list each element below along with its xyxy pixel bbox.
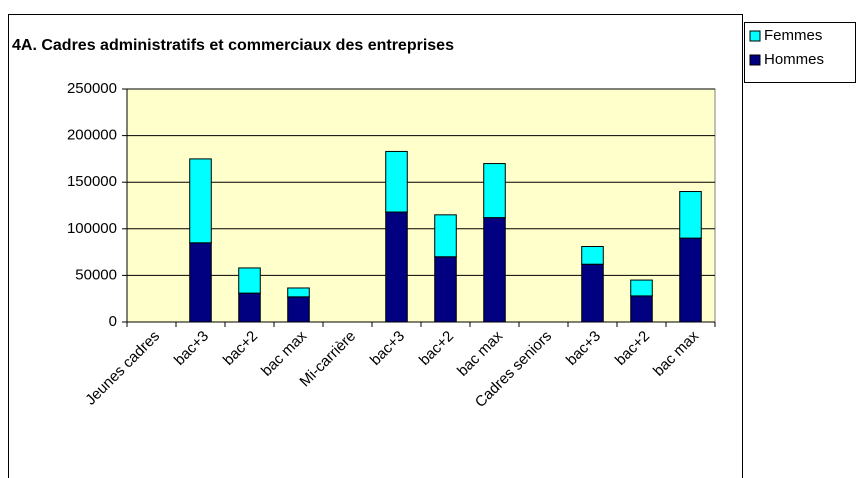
y-tick-label: 200000 [67, 127, 117, 144]
legend-swatch [749, 54, 761, 66]
bar-segment [630, 279, 653, 297]
legend-label: Hommes [764, 51, 824, 68]
bar-segment [679, 237, 702, 323]
legend-swatch [749, 30, 761, 42]
bar-segment [483, 163, 506, 219]
bar-segment [679, 191, 702, 239]
legend-box [744, 22, 856, 83]
y-tick-label: 150000 [67, 173, 117, 190]
y-tick-label: 100000 [67, 220, 117, 237]
bar-segment [434, 214, 457, 258]
bar-segment [238, 292, 261, 323]
bar-segment [189, 242, 212, 323]
bar-segment [483, 217, 506, 323]
legend-label: Femmes [764, 27, 822, 44]
bar-segment [287, 296, 310, 323]
plot-area [126, 88, 716, 323]
bar-segment [189, 158, 212, 244]
y-tick-label: 250000 [67, 80, 117, 97]
bar-segment [630, 295, 653, 323]
bar-segment [238, 267, 261, 294]
chart-title: 4A. Cadres administratifs et commerciaux… [12, 37, 454, 54]
y-tick-label: 0 [109, 313, 117, 330]
bar-segment [287, 287, 310, 298]
bar-segment [385, 150, 408, 213]
bar-segment [581, 263, 604, 323]
bar-segment [581, 246, 604, 265]
bar-segment [434, 256, 457, 323]
y-tick-label: 50000 [75, 266, 117, 283]
bar-segment [385, 211, 408, 323]
